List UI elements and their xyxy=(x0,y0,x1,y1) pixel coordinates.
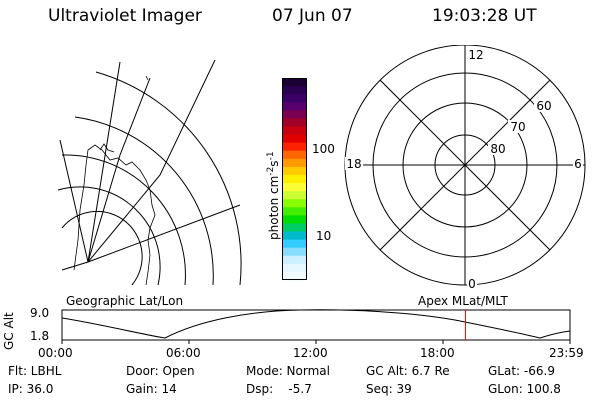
colorbar-cell xyxy=(282,126,307,136)
colorbar-cell xyxy=(282,94,307,103)
timeline-ytick-top: 9.0 xyxy=(30,306,50,320)
colorbar-cell xyxy=(282,191,307,200)
x-tick-2359: 23:59 xyxy=(549,346,584,360)
lat-circle xyxy=(57,186,161,286)
meridian xyxy=(87,59,216,263)
colorbar-cell xyxy=(282,150,307,160)
coastline xyxy=(73,144,156,286)
lat-circle-outer xyxy=(95,71,242,286)
info-seq: Seq: 39 xyxy=(366,382,412,396)
timeline-right-title: Apex MLat/MLT xyxy=(418,294,508,308)
geographic-map xyxy=(57,59,242,286)
colorbar-cell xyxy=(282,86,307,95)
mlat-label-60: 60 xyxy=(536,99,551,113)
mlt-label-18: 18 xyxy=(346,157,361,171)
meridian xyxy=(87,77,151,263)
colorbar-cell xyxy=(282,158,307,168)
mlt-label-0: 0 xyxy=(468,277,476,291)
colorbar-cell xyxy=(282,271,307,281)
colorbar-cell xyxy=(282,255,307,265)
colorbar-cell xyxy=(282,239,307,249)
colorbar-cell xyxy=(282,207,307,216)
colorbar-cell xyxy=(282,223,307,233)
colorbar-cell xyxy=(282,263,307,273)
lat-circle xyxy=(74,116,214,286)
x-tick-0000: 00:00 xyxy=(38,346,73,360)
altitude-curve xyxy=(61,309,571,339)
info-gain: Gain: 14 xyxy=(126,382,177,396)
colorbar-tick-100: 100 xyxy=(312,142,335,156)
date-label: 07 Jun 07 xyxy=(272,6,353,26)
coastline xyxy=(99,143,115,153)
colorbar-cell xyxy=(282,199,307,208)
lat-circle-inner xyxy=(61,210,143,286)
colorbar-cell xyxy=(282,110,307,119)
info-gcalt: GC Alt: 6.7 Re xyxy=(366,364,450,378)
colorbar-cell xyxy=(282,215,307,224)
colorbar-cell xyxy=(282,118,307,127)
mlt-label-6: 6 xyxy=(574,157,582,171)
time-label: 19:03:28 UT xyxy=(432,6,537,26)
colorbar-cell xyxy=(282,166,307,176)
meridian xyxy=(87,204,241,263)
info-mode: Mode: Normal xyxy=(246,364,330,378)
colorbar-cell xyxy=(282,183,307,192)
colorbar-cell xyxy=(282,231,307,241)
info-door: Door: Open xyxy=(126,364,195,378)
mlt-label-12: 12 xyxy=(468,48,483,62)
altitude-timeline xyxy=(61,309,571,344)
mlat-label-80: 80 xyxy=(490,142,505,156)
info-ip: IP: 36.0 xyxy=(8,382,54,396)
polar-plot: 12 0 18 6 60 70 80 xyxy=(344,45,586,291)
mlat-label-70: 70 xyxy=(510,120,525,134)
colorbar-tick-10: 10 xyxy=(316,229,332,243)
info-dsp: Dsp: -5.7 xyxy=(246,382,312,396)
page-title: Ultraviolet Imager xyxy=(48,6,202,26)
lat-circle xyxy=(61,154,186,286)
x-tick-1800: 18:00 xyxy=(420,346,455,360)
x-tick-1200: 12:00 xyxy=(293,346,328,360)
timeline-left-title: Geographic Lat/Lon xyxy=(66,294,184,308)
colorbar-cell xyxy=(282,102,307,111)
meridian xyxy=(87,61,121,263)
colorbar-cell xyxy=(282,78,307,87)
info-flt: Flt: LBHL xyxy=(8,364,62,378)
info-glat: GLat: -66.9 xyxy=(488,364,555,378)
colorbar xyxy=(282,78,307,281)
colorbar-cell xyxy=(282,247,307,257)
meridian xyxy=(61,261,89,271)
meridian xyxy=(59,139,89,263)
timeline-ytick-bottom: 1.8 xyxy=(30,329,50,343)
colorbar-cell xyxy=(282,142,307,152)
colorbar-cell xyxy=(282,174,307,184)
info-glon: GLon: 100.8 xyxy=(488,382,561,396)
coastline xyxy=(145,75,149,81)
colorbar-cell xyxy=(282,134,307,144)
x-tick-0600: 06:00 xyxy=(166,346,201,360)
